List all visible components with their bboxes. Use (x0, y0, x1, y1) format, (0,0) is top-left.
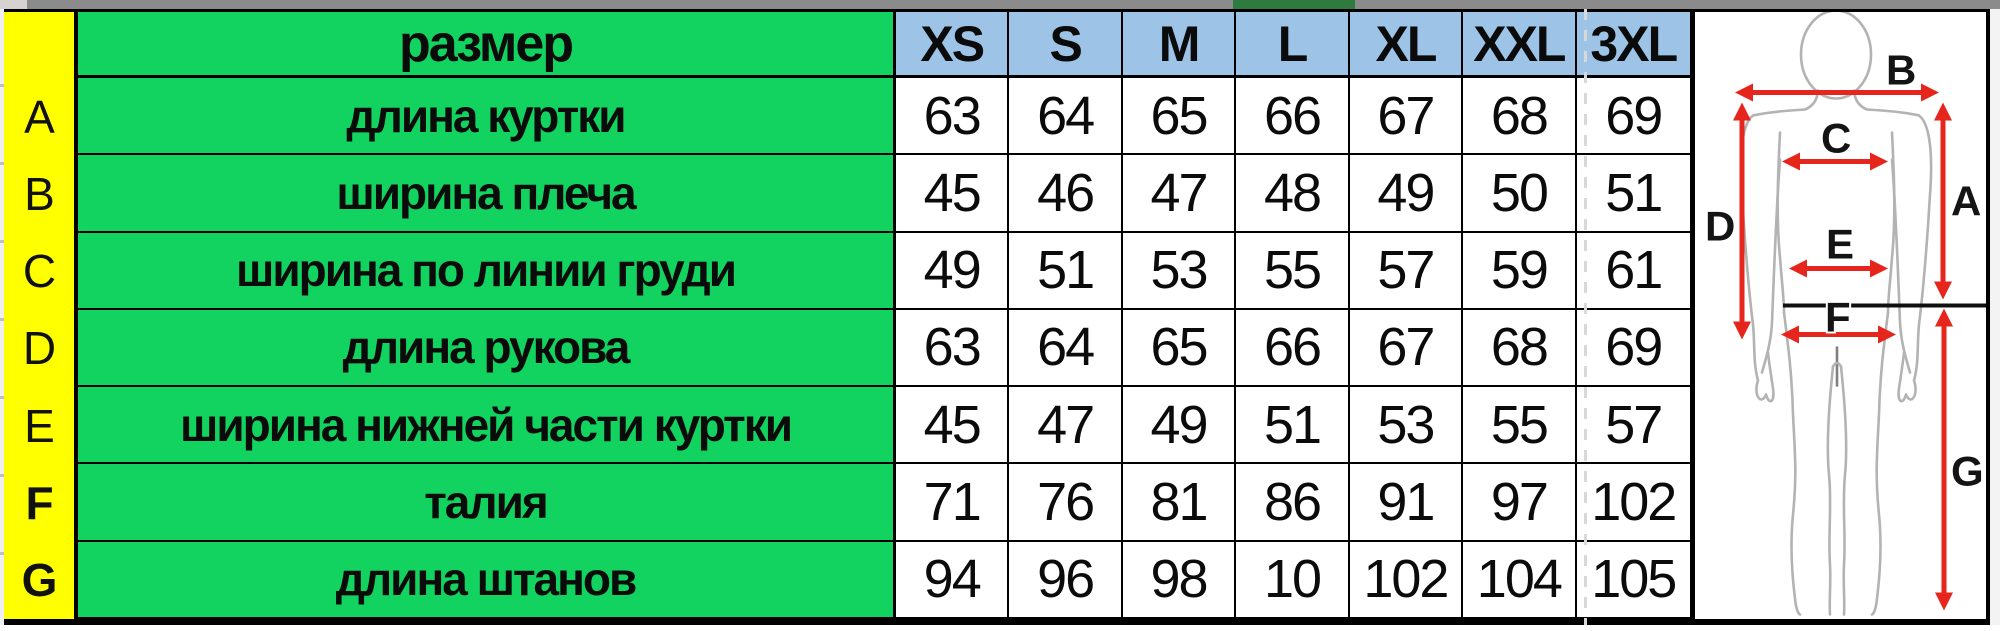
top-strip-green-segment (1233, 0, 1355, 9)
value-a-xl: 67 (1349, 78, 1464, 156)
row-label-d: длина рукова (78, 309, 896, 388)
value-d-xs: 63 (896, 309, 1010, 388)
value-d-s: 64 (1009, 309, 1123, 388)
measurement-diagram-panel: B A C D E F G (1690, 9, 1990, 625)
value-g-m: 98 (1122, 541, 1237, 619)
value-a-xxl: 68 (1463, 78, 1577, 156)
value-d-3xl: 69 (1576, 309, 1690, 388)
value-f-3xl: 102 (1576, 464, 1690, 542)
value-c-xl: 57 (1349, 232, 1464, 310)
arrow-f (1781, 325, 1896, 344)
value-f-xs: 71 (896, 464, 1010, 542)
arrow-g (1935, 308, 1953, 611)
value-e-xs: 45 (896, 387, 1010, 465)
size-header-l: L (1236, 12, 1350, 78)
arrow-e (1789, 259, 1888, 278)
diagram-letters: B A C D E F G (1703, 45, 1986, 497)
row-letter-column: A B C D E F G (4, 12, 78, 619)
size-header-3xl: 3XL (1576, 12, 1690, 78)
value-c-xxl: 59 (1463, 232, 1577, 310)
arrow-c (1782, 152, 1888, 171)
diagram-label-f: F (1825, 294, 1851, 341)
size-header-xxl: XXL (1463, 12, 1577, 78)
value-e-xl: 53 (1349, 387, 1464, 465)
row-letter-f: F (25, 477, 53, 530)
value-b-xxl: 50 (1463, 155, 1577, 233)
value-g-s: 96 (1009, 541, 1123, 619)
size-header-xl: XL (1349, 12, 1464, 78)
value-e-xxl: 55 (1463, 387, 1577, 465)
value-d-xxl: 68 (1463, 309, 1577, 388)
size-chart-table: A B C D E F G размер XS S M L XL XXL 3XL… (4, 9, 1690, 625)
value-g-3xl: 105 (1576, 541, 1690, 619)
value-b-l: 48 (1236, 155, 1350, 233)
row-letter-a: A (24, 90, 55, 143)
top-strip-light-corner (0, 0, 27, 9)
value-a-xs: 63 (896, 78, 1010, 156)
row-label-g: длина штанов (78, 541, 896, 619)
measurement-arrows (1733, 83, 1953, 611)
value-b-xs: 45 (896, 155, 1010, 233)
diagram-label-a: A (1951, 178, 1981, 225)
value-b-3xl: 51 (1576, 155, 1690, 233)
size-header-xs: XS (896, 12, 1010, 78)
value-g-l: 10 (1236, 541, 1350, 619)
size-header-m: M (1122, 12, 1237, 78)
value-b-s: 46 (1009, 155, 1123, 233)
row-letter-b: B (24, 167, 55, 220)
value-e-s: 47 (1009, 387, 1123, 465)
value-f-xxl: 97 (1463, 464, 1577, 542)
value-b-xl: 49 (1349, 155, 1464, 233)
value-c-l: 55 (1236, 232, 1350, 310)
value-d-l: 66 (1236, 309, 1350, 388)
value-a-m: 65 (1122, 78, 1237, 156)
measurement-diagram: B A C D E F G (1703, 12, 1986, 616)
right-margin-gridline-ticks (1990, 9, 2000, 625)
left-margin-gridline-ticks (0, 9, 4, 625)
row-letter-g: G (21, 554, 58, 607)
value-d-xl: 67 (1349, 309, 1464, 388)
diagram-label-g: G (1951, 448, 1984, 495)
value-f-xl: 91 (1349, 464, 1464, 542)
value-b-m: 47 (1122, 155, 1237, 233)
diagram-label-e: E (1826, 221, 1854, 268)
size-header-s: S (1009, 12, 1123, 78)
value-a-3xl: 69 (1576, 78, 1690, 156)
value-a-s: 64 (1009, 78, 1123, 156)
value-c-3xl: 61 (1576, 232, 1690, 310)
diagram-label-b: B (1886, 47, 1916, 94)
value-f-m: 81 (1122, 464, 1237, 542)
value-f-s: 76 (1009, 464, 1123, 542)
value-f-l: 86 (1236, 464, 1350, 542)
body-outline-figure (1739, 12, 1933, 616)
diagram-label-c: C (1821, 115, 1851, 162)
corner-header-cell: размер (78, 12, 896, 78)
value-e-m: 49 (1122, 387, 1237, 465)
value-d-m: 65 (1122, 309, 1237, 388)
row-label-c: ширина по линии груди (78, 232, 896, 310)
value-c-xs: 49 (896, 232, 1010, 310)
arrow-d (1733, 102, 1751, 340)
value-c-s: 51 (1009, 232, 1123, 310)
row-label-b: ширина плеча (78, 155, 896, 233)
value-g-xl: 102 (1349, 541, 1464, 619)
value-g-xs: 94 (896, 541, 1010, 619)
value-e-l: 51 (1236, 387, 1350, 465)
value-e-3xl: 57 (1576, 387, 1690, 465)
arrow-a (1934, 102, 1952, 300)
row-letter-e: E (24, 399, 55, 452)
diagram-label-d: D (1705, 203, 1735, 250)
row-label-f: талия (78, 464, 896, 542)
row-letter-header-spacer (4, 12, 74, 78)
row-letter-d: D (22, 322, 56, 375)
row-label-a: длина куртки (78, 78, 896, 156)
row-label-e: ширина нижней части куртки (78, 387, 896, 465)
arrow-b (1735, 83, 1939, 102)
value-c-m: 53 (1122, 232, 1237, 310)
row-letter-c: C (22, 245, 56, 298)
value-a-l: 66 (1236, 78, 1350, 156)
value-g-xxl: 104 (1463, 541, 1577, 619)
top-strip (0, 0, 2000, 9)
